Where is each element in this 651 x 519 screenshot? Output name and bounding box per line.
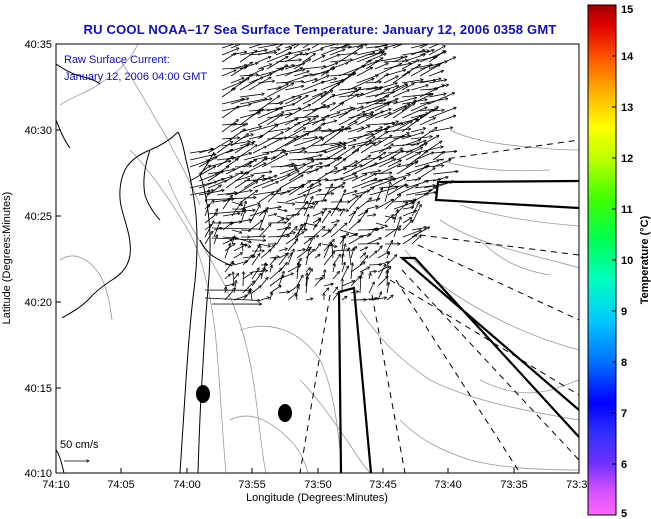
map-title: RU COOL NOAA–17 Sea Surface Temperature:… [83,22,557,37]
x-tick: 73:55 [238,479,266,491]
x-axis-label: Longitude (Degrees:Minutes) [246,492,388,504]
x-tick: 74:05 [107,479,135,491]
y-tick-labels: 40:35 40:30 40:25 40:20 40:15 40:10 [24,39,52,480]
info-line-1: Raw Surface Current: [64,54,170,66]
x-tick: 73:3 [566,479,587,491]
info-line-2: January 12, 2006 04:00 GMT [64,71,207,83]
depth-contours [59,44,579,473]
y-tick: 40:20 [24,297,52,309]
colorbar-label: Temperature (°C) [639,215,651,304]
x-tick: 73:50 [304,479,332,491]
x-tick: 73:35 [500,479,528,491]
x-tick: 74:10 [42,479,70,491]
x-tick-labels: 74:10 74:05 74:00 73:55 73:50 73:45 73:4… [42,479,587,491]
x-tick: 73:40 [434,479,462,491]
y-axis-label: Latitude (Degrees:Minutes) [1,192,13,325]
current-vectors [189,44,458,304]
scale-label: 50 cm/s [60,439,99,451]
y-tick: 40:25 [24,211,52,223]
colorbar [587,4,617,516]
x-tick: 73:45 [369,479,397,491]
colorbar-tick: 9 [621,306,627,318]
colorbar-tick: 5 [621,508,627,519]
station-dot [196,385,210,403]
colorbar-tick: 13 [621,102,633,114]
y-tick: 40:10 [24,468,52,480]
y-tick: 40:15 [24,383,52,395]
colorbar-tick: 11 [621,204,633,216]
y-tick: 40:35 [24,39,52,51]
colorbar-tick: 10 [621,255,633,267]
colorbar-tick: 14 [621,51,634,63]
axis-ticks [56,129,515,473]
colorbar-tick: 6 [621,459,627,471]
colorbar-ticks: 15 14 13 12 11 10 9 8 7 6 5 [612,4,634,519]
station-dot [278,404,292,422]
colorbar-tick: 12 [621,153,633,165]
radial-lines [299,139,579,473]
colorbar-tick: 7 [621,408,627,420]
y-tick: 40:30 [24,125,52,137]
colorbar-tick: 15 [621,4,633,16]
x-tick: 74:00 [173,479,201,491]
colorbar-tick: 8 [621,357,627,369]
radar-bands [337,179,579,473]
